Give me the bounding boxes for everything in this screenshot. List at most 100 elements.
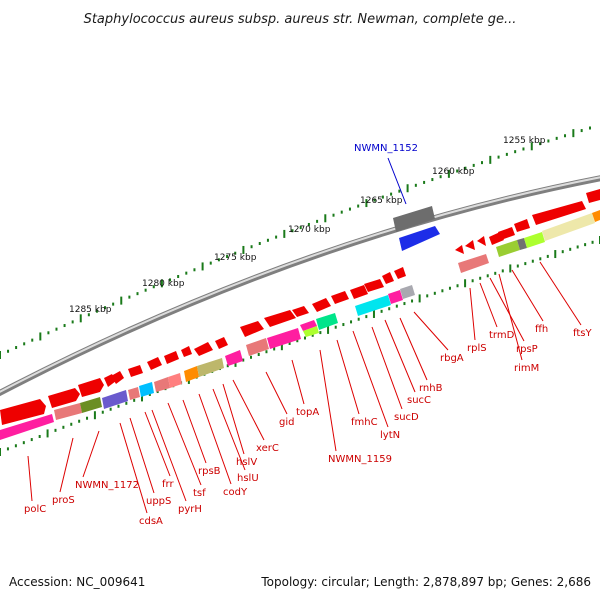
gene-arrow[interactable] [455, 245, 464, 254]
gene-label-tsf[interactable]: tsf [193, 488, 206, 499]
gene-box[interactable] [154, 377, 170, 392]
gene-label-upps[interactable]: uppS [146, 496, 171, 507]
gene-arrow[interactable] [514, 219, 530, 232]
gene-box[interactable] [316, 313, 338, 330]
gene-arrow[interactable] [350, 285, 368, 299]
gene-box[interactable] [54, 403, 82, 420]
scale-tick [283, 229, 286, 238]
gene-label-trmd[interactable]: trmD [489, 330, 515, 341]
gene-label-rpls[interactable]: rplS [467, 343, 487, 354]
gene-label-hslv[interactable]: hslV [236, 457, 257, 468]
gene-box[interactable] [80, 397, 102, 413]
scale-tick [133, 398, 136, 402]
gene-arrow[interactable] [181, 346, 192, 357]
scale-tick [584, 243, 587, 247]
gene-box[interactable] [197, 358, 224, 377]
gene-arrow[interactable] [48, 388, 80, 408]
gene-box[interactable] [102, 390, 128, 409]
scale-tick [447, 169, 450, 178]
scale-tick [0, 351, 1, 359]
gene-box[interactable] [0, 414, 54, 440]
scale-tick [93, 411, 96, 420]
gene-arrow[interactable] [111, 371, 124, 384]
gene-label-cdsa[interactable]: cdsA [139, 516, 163, 527]
gene-box[interactable] [303, 326, 319, 337]
gene-arrow[interactable] [312, 298, 331, 312]
gene-arrow[interactable] [264, 310, 296, 327]
gene-box[interactable] [168, 373, 182, 388]
gene-arrow[interactable] [164, 351, 179, 364]
gene-box[interactable] [496, 240, 520, 257]
gene-arrow[interactable] [586, 189, 600, 203]
gene-label-rpsp[interactable]: rpsP [516, 344, 538, 355]
gene-label-polc[interactable]: polC [24, 504, 46, 515]
gene-arrow[interactable] [465, 240, 475, 250]
scale-tick [340, 210, 343, 214]
gene-box[interactable] [458, 254, 489, 273]
gene-box[interactable] [355, 295, 391, 316]
gene-box[interactable] [139, 382, 154, 397]
highlight-gene-blue[interactable] [399, 226, 440, 251]
gene-label-rimm[interactable]: rimM [514, 363, 539, 374]
scale-tick [569, 247, 572, 251]
gene-box[interactable] [246, 338, 269, 356]
gene-label-cody[interactable]: codY [223, 487, 248, 498]
gene-arrow[interactable] [78, 378, 104, 397]
gene-arrow[interactable] [382, 272, 394, 284]
gene-arrow[interactable] [364, 279, 384, 292]
gene-label-rpsb[interactable]: rpsB [198, 466, 221, 477]
scale-tick [530, 142, 533, 151]
leader-line [167, 402, 202, 486]
gene-arrow[interactable] [147, 357, 162, 370]
gene-arrow[interactable] [0, 399, 46, 425]
gene-label-frr[interactable]: frr [162, 479, 174, 490]
gene-box[interactable] [400, 285, 415, 299]
gene-label-pyrh[interactable]: pyrH [178, 504, 202, 515]
gene-box[interactable] [184, 366, 199, 382]
gene-box[interactable] [524, 232, 545, 248]
gene-arrow[interactable] [292, 306, 309, 317]
highlight-gene-gray[interactable] [393, 206, 435, 232]
gene-label-ffh[interactable]: ffh [535, 324, 548, 335]
gene-label-sucd[interactable]: sucD [394, 412, 419, 423]
gene-label-ftsy[interactable]: ftsY [573, 328, 592, 339]
gene-label-succ[interactable]: sucC [407, 395, 431, 406]
gene-arrow[interactable] [532, 201, 586, 225]
gene-label-lytn[interactable]: lytN [380, 430, 400, 441]
gene-label-leaders [27, 261, 582, 514]
gene-label-rbga[interactable]: rbgA [440, 353, 464, 364]
scale-tick [296, 339, 299, 343]
gene-box[interactable] [542, 213, 595, 241]
leader-line [198, 393, 232, 485]
gene-arrow[interactable] [477, 236, 486, 246]
gene-label-topa[interactable]: topA [296, 407, 319, 418]
gene-arrow[interactable] [331, 291, 349, 304]
gene-label-fmhc[interactable]: fmhC [351, 417, 378, 428]
gene-label-gid[interactable]: gid [279, 417, 294, 428]
gene-box[interactable] [388, 290, 403, 304]
gene-label-pros[interactable]: proS [52, 495, 75, 506]
gene-arrow[interactable] [498, 227, 515, 240]
gene-box[interactable] [517, 238, 527, 250]
gene-label-nwmn_1172[interactable]: NWMN_1172 [75, 480, 139, 491]
gene-arrow[interactable] [194, 342, 213, 356]
leader-line [82, 430, 100, 478]
gene-arrow[interactable] [128, 365, 143, 377]
gene-box[interactable] [300, 320, 317, 331]
leader-line [144, 411, 171, 477]
leader-line [371, 326, 403, 410]
gene-label-hslu[interactable]: hslU [237, 473, 259, 484]
gene-arrow[interactable] [240, 321, 264, 337]
gene-box[interactable] [592, 210, 600, 222]
gene-label-xerc[interactable]: xerC [256, 443, 279, 454]
gene-arrow[interactable] [394, 267, 406, 279]
gene-box[interactable] [225, 350, 243, 366]
gene-box[interactable] [267, 328, 301, 349]
highlight-label[interactable]: NWMN_1152 [354, 143, 418, 154]
gene-label-nwmn_1159[interactable]: NWMN_1159 [328, 454, 392, 465]
gene-arrow[interactable] [215, 337, 228, 349]
scale-tick [288, 341, 291, 345]
scale-tick [234, 251, 237, 255]
gene-box[interactable] [128, 387, 140, 400]
gene-label-rnhb[interactable]: rnhB [419, 383, 443, 394]
